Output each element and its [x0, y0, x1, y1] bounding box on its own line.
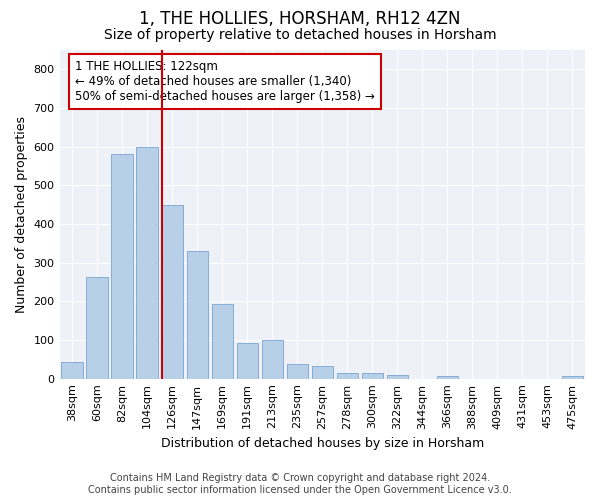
Bar [311, 366, 333, 378]
Bar [187, 251, 208, 378]
Bar [136, 146, 158, 378]
Bar [86, 277, 108, 378]
Bar [437, 376, 458, 378]
Bar [212, 304, 233, 378]
Bar [262, 340, 283, 378]
Bar [61, 362, 83, 378]
Bar [387, 375, 408, 378]
Text: Size of property relative to detached houses in Horsham: Size of property relative to detached ho… [104, 28, 496, 42]
Text: Contains HM Land Registry data © Crown copyright and database right 2024.
Contai: Contains HM Land Registry data © Crown c… [88, 474, 512, 495]
Y-axis label: Number of detached properties: Number of detached properties [15, 116, 28, 313]
Bar [161, 204, 183, 378]
Bar [337, 373, 358, 378]
Bar [562, 376, 583, 378]
Text: 1, THE HOLLIES, HORSHAM, RH12 4ZN: 1, THE HOLLIES, HORSHAM, RH12 4ZN [139, 10, 461, 28]
X-axis label: Distribution of detached houses by size in Horsham: Distribution of detached houses by size … [161, 437, 484, 450]
Bar [112, 154, 133, 378]
Text: 1 THE HOLLIES: 122sqm
← 49% of detached houses are smaller (1,340)
50% of semi-d: 1 THE HOLLIES: 122sqm ← 49% of detached … [76, 60, 375, 103]
Bar [362, 373, 383, 378]
Bar [287, 364, 308, 378]
Bar [236, 343, 258, 378]
